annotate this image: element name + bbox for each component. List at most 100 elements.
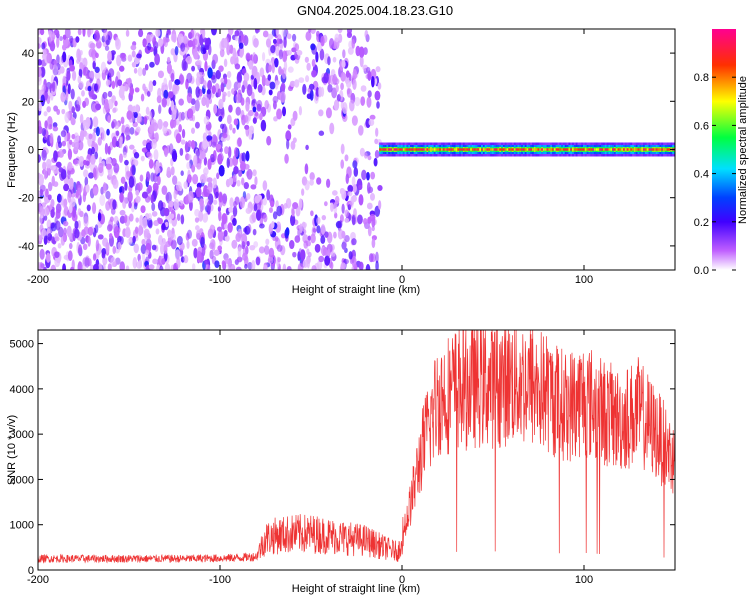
spectrogram-cell <box>130 44 137 51</box>
spectrogram-cell <box>141 147 148 153</box>
spectrogram-cell <box>94 71 101 81</box>
spectrogram-cell <box>68 100 73 111</box>
spectrogram-cell <box>222 132 228 139</box>
spectrogram-cell <box>134 87 140 93</box>
spectrogram-cell <box>191 238 198 247</box>
spectrogram-cell <box>298 77 305 83</box>
spectrogram-cell <box>391 148 395 151</box>
spectrogram-cell <box>216 226 223 232</box>
spectrogram-cell <box>111 80 116 89</box>
spectrogram-cell <box>206 135 213 141</box>
spectrogram-cell <box>174 79 181 86</box>
spectrogram-cell <box>351 194 357 203</box>
spectrogram-cell <box>513 148 517 151</box>
spectrogram-cell <box>266 189 271 201</box>
spectrogram-cell <box>152 36 157 46</box>
spectrogram-cell <box>107 145 111 155</box>
spectrogram-cell <box>245 101 250 112</box>
spectrogram-cell <box>575 148 579 151</box>
spectrogram-cell <box>324 231 329 238</box>
spectrogram-cell <box>86 204 91 212</box>
spectrogram-cell <box>235 106 241 116</box>
spectrogram-cell <box>311 69 317 78</box>
spectrogram-cell <box>550 148 554 151</box>
spectrogram-cell <box>232 47 237 60</box>
spectrogram-cell <box>227 146 232 159</box>
spectrogram-cell <box>152 80 157 86</box>
spectrogram-cell <box>230 56 235 65</box>
spectrogram-cell <box>195 229 201 240</box>
spectrogram-cell <box>371 238 376 249</box>
spectrogram-cell <box>38 102 42 112</box>
spectrogram-cell <box>61 140 67 147</box>
spectrogram-cell <box>227 222 233 233</box>
spectrogram-cell <box>124 227 131 238</box>
spectrogram-cell <box>128 213 134 222</box>
spectrogram-cell <box>366 96 372 108</box>
spectrogram-cell <box>91 47 96 60</box>
spectrogram-cell <box>506 148 510 151</box>
spectrogram-cell <box>162 125 168 134</box>
spectrogram-cell <box>155 29 161 38</box>
spectrogram-cell <box>77 75 82 84</box>
spectrogram-cell <box>119 236 124 245</box>
spectrogram-cell <box>56 108 61 116</box>
spectrogram-cell <box>367 90 372 98</box>
spectrogram-cell <box>593 148 597 151</box>
spectrogram-cell <box>226 114 232 125</box>
spectrogram-cell <box>46 219 52 229</box>
spectrogram-cell <box>94 66 100 73</box>
spectrogram-cell <box>89 70 95 79</box>
spectrogram-cell <box>530 148 534 151</box>
spectrogram-cell <box>202 47 207 54</box>
spectrogram-cell <box>52 81 56 93</box>
spectrogram-cell <box>191 65 195 72</box>
spectrogram-cell <box>311 265 317 270</box>
spectrogram-cell <box>38 36 42 45</box>
spectrogram-cell <box>258 112 263 121</box>
spectrogram-cell <box>67 148 72 160</box>
spectrogram-cell <box>327 83 333 93</box>
spectrogram-cell <box>133 67 138 74</box>
spectrogram-cell <box>252 106 257 113</box>
spectrogram-cell <box>157 234 163 246</box>
spectrogram-cell <box>196 59 202 66</box>
spectrogram-cell <box>499 148 503 151</box>
y-tick-label: 0 <box>28 565 34 577</box>
spectrogram-cell <box>366 182 371 194</box>
spectrogram-cell <box>431 148 435 151</box>
spectrogram-cell <box>67 250 73 262</box>
spectrogram-cell <box>178 98 184 106</box>
spectrogram-cell <box>340 82 344 91</box>
spectrogram-cell <box>287 66 294 73</box>
spectrogram-cell <box>276 108 283 120</box>
spectrogram-cell <box>224 146 229 154</box>
spectrogram-cell <box>84 257 90 268</box>
spectrogram-cell <box>92 116 99 128</box>
spectrogram-cell <box>286 50 292 56</box>
spectrogram-cell <box>196 163 202 170</box>
spectrogram-cell <box>238 169 243 177</box>
spectrogram-cell <box>339 187 345 195</box>
spectrogram-cell <box>360 96 366 106</box>
spectrogram-cell <box>635 148 639 151</box>
spectrogram-cell <box>202 132 208 142</box>
spectrogram-cell <box>46 52 52 64</box>
spectrogram-cell <box>265 62 270 74</box>
spectrogram-cell <box>102 182 107 194</box>
spectrogram-cell <box>58 226 64 238</box>
spectrogram-cell <box>145 106 150 115</box>
spectrogram-cell <box>484 148 488 151</box>
spectrogram-cell <box>139 174 144 182</box>
spectrogram-cell <box>200 236 205 249</box>
spectrogram-cell <box>39 261 44 270</box>
spectrogram-cell <box>301 188 305 196</box>
spectrogram-cell <box>52 64 59 76</box>
spectrogram-x-label: Height of straight line (km) <box>292 284 420 296</box>
spectrogram-cell <box>85 184 90 193</box>
spectrogram-cell <box>56 193 62 203</box>
spectrogram-cell <box>254 176 258 186</box>
spectrogram-cell <box>102 256 108 266</box>
spectrogram-cell <box>497 148 501 151</box>
